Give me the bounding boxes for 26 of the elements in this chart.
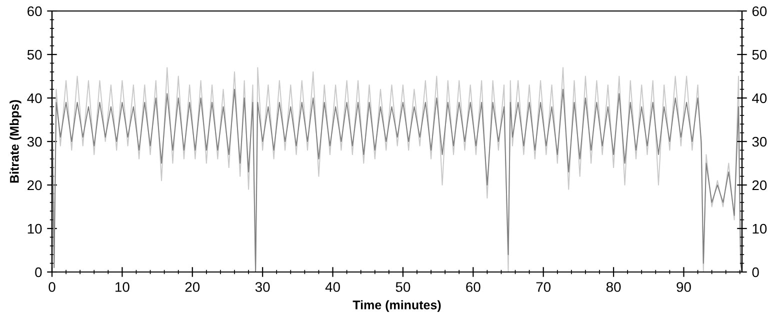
y-tick-label: 60 [28,6,42,16]
y-tick-label: 30 [27,136,42,147]
x-tick-label: 0 [48,282,56,292]
y-tick-label: 40 [27,93,42,104]
y-tick-label: 0 [35,267,42,278]
x-tick-label: 50 [396,282,410,292]
x-tick-label: 90 [676,282,691,292]
x-tick-label: 30 [255,282,270,292]
y-axis-title: Bitrate (Mbps) [10,100,22,183]
y2-tick-label: 20 [752,180,767,190]
y2-tick-label: 0 [752,267,759,278]
y2-tick-label: 10 [752,224,767,234]
y2-tick-label: 40 [752,93,767,104]
y2-tick-label: 60 [752,6,767,16]
y-tick-label: 20 [28,180,42,190]
x-tick-label: 60 [466,282,480,292]
y-tick-label: 10 [28,224,42,234]
x-tick-label: 40 [325,282,340,292]
y2-tick-label: 30 [752,136,767,147]
x-tick-label: 70 [536,282,551,292]
x-tick-label: 80 [606,282,621,292]
x-tick-label: 20 [185,282,200,292]
y-tick-label: 50 [27,50,42,60]
x-tick-label: 10 [116,282,130,292]
y2-tick-label: 50 [752,50,767,60]
x-axis-title: Time (minutes) [352,300,441,312]
